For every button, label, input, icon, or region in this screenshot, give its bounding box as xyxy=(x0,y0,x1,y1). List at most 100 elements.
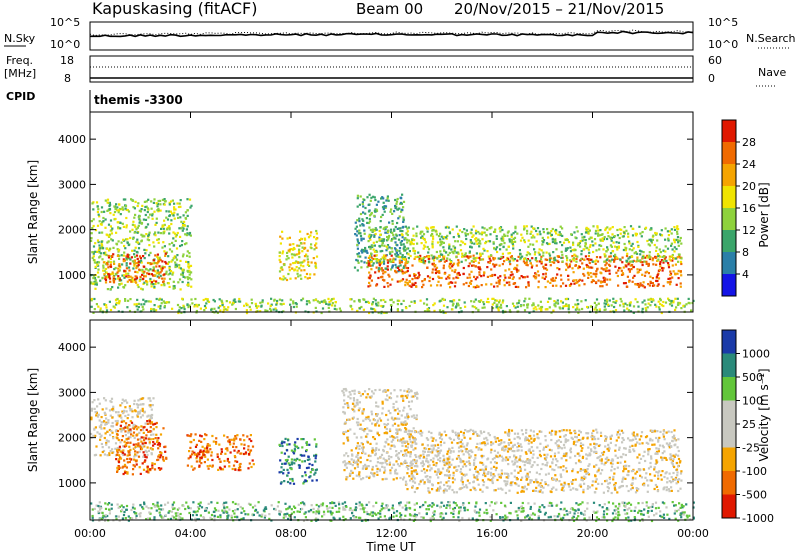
heat-cell xyxy=(93,297,96,301)
heat-cell xyxy=(132,431,136,434)
heat-cell xyxy=(157,241,160,244)
heat-cell xyxy=(144,218,148,221)
heat-cell xyxy=(301,297,305,300)
heat-cell xyxy=(539,442,542,445)
heat-cell xyxy=(534,272,537,275)
heat-cell xyxy=(656,279,659,283)
heat-cell xyxy=(647,264,650,267)
heat-cell xyxy=(188,450,191,453)
heat-cell xyxy=(608,447,611,450)
heat-cell xyxy=(372,436,375,439)
heat-cell xyxy=(94,411,97,414)
heat-cell xyxy=(361,412,364,415)
heat-cell xyxy=(139,445,142,448)
heat-cell xyxy=(412,475,415,478)
heat-cell xyxy=(110,232,113,235)
heat-cell xyxy=(125,444,128,448)
heat-cell xyxy=(103,436,106,440)
heat-cell xyxy=(659,251,662,254)
heat-cell xyxy=(140,303,143,306)
heat-cell xyxy=(311,468,314,471)
heat-cell xyxy=(519,258,522,261)
heat-cell xyxy=(211,434,214,438)
heat-cell xyxy=(286,474,289,477)
heat-cell xyxy=(139,257,142,260)
heat-cell xyxy=(583,477,586,480)
heat-cell xyxy=(421,280,424,283)
heat-cell xyxy=(659,297,662,300)
heat-cell xyxy=(604,269,607,273)
heat-cell xyxy=(139,446,143,449)
heat-cell xyxy=(648,256,651,259)
heat-cell xyxy=(393,247,397,250)
heat-cell xyxy=(151,467,154,470)
heat-cell xyxy=(453,491,456,494)
heat-cell xyxy=(446,275,450,278)
heat-cell xyxy=(122,445,125,448)
heat-cell xyxy=(109,280,112,283)
heat-cell xyxy=(106,288,109,291)
heat-cell xyxy=(383,244,386,247)
heat-cell xyxy=(637,305,640,308)
heat-cell xyxy=(519,252,522,255)
heat-cell xyxy=(151,413,154,417)
heat-cell xyxy=(309,471,312,474)
heat-cell xyxy=(239,466,242,469)
heat-cell xyxy=(351,471,354,474)
heat-cell xyxy=(350,458,353,461)
heat-cell xyxy=(291,461,294,464)
heat-cell xyxy=(608,269,611,272)
heat-cell xyxy=(467,257,470,260)
heat-cell xyxy=(472,225,475,228)
heat-cell xyxy=(355,460,359,463)
heat-cell xyxy=(386,235,389,239)
heat-cell xyxy=(234,460,237,463)
heat-cell xyxy=(123,470,127,473)
heat-cell xyxy=(122,254,125,257)
heat-cell xyxy=(643,274,647,277)
heat-cell xyxy=(404,284,407,287)
heat-cell xyxy=(150,285,153,288)
heat-cell xyxy=(411,264,414,267)
heat-cell xyxy=(370,252,373,255)
heat-cell xyxy=(370,413,374,416)
heat-cell xyxy=(368,254,372,258)
heat-cell xyxy=(292,248,295,251)
heat-cell xyxy=(198,439,201,442)
heat-cell xyxy=(441,297,444,300)
heat-cell xyxy=(436,241,440,244)
heat-cell xyxy=(594,242,597,245)
heat-cell xyxy=(431,451,434,454)
heat-cell xyxy=(561,253,564,256)
heat-cell xyxy=(475,256,478,259)
heat-cell xyxy=(94,250,97,253)
heat-cell xyxy=(391,238,394,241)
heat-cell xyxy=(93,308,96,311)
heat-cell xyxy=(533,227,536,230)
heat-cell xyxy=(566,247,569,250)
heat-cell xyxy=(629,302,632,305)
heat-cell xyxy=(492,256,495,260)
heat-cell xyxy=(180,244,183,247)
heat-cell xyxy=(122,427,125,430)
heat-cell xyxy=(287,272,290,276)
heat-cell xyxy=(223,459,226,463)
heat-cell xyxy=(343,399,346,402)
heat-cell xyxy=(451,281,454,284)
heat-cell xyxy=(111,421,114,425)
heat-cell xyxy=(93,428,96,431)
heat-cell xyxy=(405,247,408,250)
heat-cell xyxy=(501,301,504,304)
heat-cell xyxy=(594,438,597,441)
heat-cell xyxy=(93,274,96,277)
heat-cell xyxy=(605,283,608,286)
heat-cell xyxy=(375,250,379,253)
heat-cell xyxy=(358,307,361,310)
heat-cell xyxy=(104,218,107,221)
heat-cell xyxy=(356,230,359,233)
heat-cell xyxy=(389,469,392,472)
heat-cell xyxy=(387,273,390,276)
nsky-tick-bottom: 10^0 xyxy=(50,38,80,51)
heat-cell xyxy=(242,434,245,437)
heat-cell xyxy=(393,228,396,231)
